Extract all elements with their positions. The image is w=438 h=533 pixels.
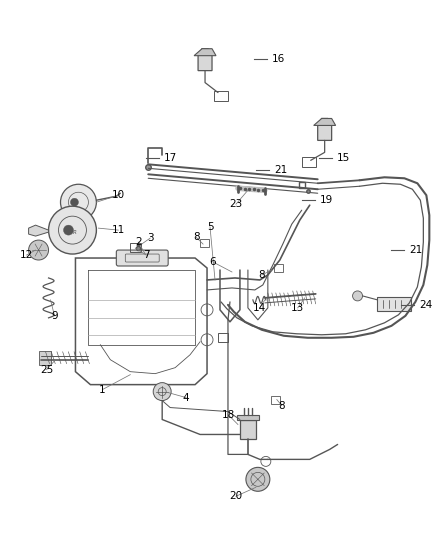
Text: 8: 8 [193, 232, 199, 242]
Text: 24: 24 [419, 300, 433, 310]
Polygon shape [318, 118, 332, 140]
Text: 21: 21 [410, 245, 423, 255]
Bar [271, 395, 280, 403]
Text: 16: 16 [272, 54, 285, 63]
Text: R: R [73, 230, 76, 235]
Polygon shape [314, 118, 336, 125]
Bar [130, 243, 141, 252]
Text: 8: 8 [279, 401, 285, 410]
Polygon shape [39, 351, 50, 365]
Text: 6: 6 [210, 257, 216, 267]
Circle shape [153, 383, 171, 401]
Circle shape [353, 291, 363, 301]
Text: 3: 3 [147, 233, 154, 243]
Text: 19: 19 [320, 195, 333, 205]
FancyBboxPatch shape [117, 250, 168, 266]
Text: 23: 23 [230, 199, 243, 209]
Polygon shape [240, 419, 256, 439]
Circle shape [60, 184, 96, 220]
Polygon shape [378, 297, 411, 311]
Circle shape [64, 225, 74, 235]
Text: 2: 2 [135, 237, 141, 247]
Polygon shape [28, 225, 49, 236]
Text: 9: 9 [51, 311, 58, 321]
Bar [274, 264, 283, 272]
Circle shape [49, 206, 96, 254]
Text: 13: 13 [291, 303, 304, 313]
Text: 12: 12 [20, 250, 33, 260]
Text: 4: 4 [183, 393, 189, 402]
Text: 21: 21 [274, 165, 287, 175]
Text: 8: 8 [258, 270, 265, 280]
Text: 1: 1 [99, 385, 106, 394]
Text: 10: 10 [112, 190, 125, 200]
Bar [200, 239, 209, 247]
Polygon shape [198, 49, 212, 71]
Text: 5: 5 [207, 222, 213, 232]
Text: 15: 15 [337, 154, 350, 163]
Circle shape [28, 240, 49, 260]
Polygon shape [237, 415, 259, 419]
Circle shape [246, 467, 270, 491]
Text: 20: 20 [230, 491, 243, 501]
Text: 7: 7 [143, 250, 149, 260]
Bar [218, 333, 228, 342]
Text: 18: 18 [221, 409, 235, 419]
Text: 14: 14 [253, 303, 266, 313]
Circle shape [71, 198, 78, 206]
Polygon shape [194, 49, 216, 55]
Text: 25: 25 [40, 365, 53, 375]
Text: 17: 17 [164, 154, 177, 163]
Text: 11: 11 [112, 225, 125, 235]
